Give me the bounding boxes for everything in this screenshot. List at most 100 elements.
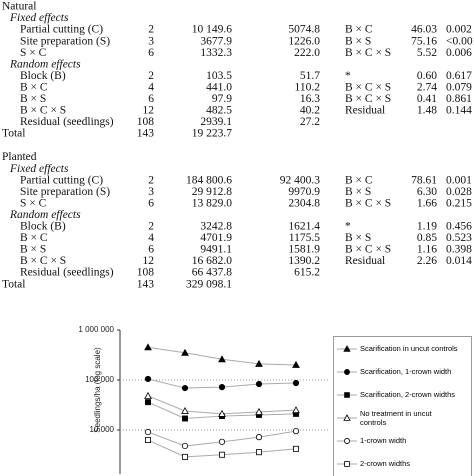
cell: 0.028 [446,186,472,198]
cell: 0.617 [446,70,472,82]
cell: B × C [20,81,48,93]
cell: 108 [137,267,155,279]
cell: 12 [143,255,155,267]
y-tick-label: 100 000 [85,375,114,384]
cell: 6 [148,197,154,209]
cell: B × C × S [345,93,391,105]
cell: 0.41 [417,93,437,105]
legend-label: Scarification in uncut controls [360,344,458,353]
cell: Partial cutting (C) [20,24,103,36]
marker [181,348,189,356]
legend: Scarification in uncut controls Scarifica… [333,336,472,476]
cell: Site preparation (S) [20,186,110,198]
cell: 4 [148,232,154,244]
cell: B × C × S [345,81,391,93]
marker [145,399,151,406]
marker [256,449,262,456]
cell: 1390.2 [288,255,320,267]
marker [218,438,226,445]
legend-label: Scarification, 1-crown width [360,367,452,376]
legend-label: 2-crown widths [360,459,411,468]
cell: 92 400.3 [280,174,321,186]
marker [218,355,226,363]
cell: 2 [148,174,154,186]
marker [344,460,350,467]
cell: 103.5 [206,70,232,82]
marker [344,391,350,398]
cell: 0.215 [446,197,472,209]
marker [144,375,152,383]
cell: 0.002 [446,24,472,36]
legend-label: Scarification, 2-crown widths [360,390,456,399]
cell: 0.60 [417,70,437,82]
group-title: Random effects [9,58,81,70]
marker [343,413,351,421]
cell: 482.5 [206,105,232,117]
cell: 4 [148,81,154,93]
legend-label: No treatment in uncut controls [360,408,432,427]
marker [144,391,152,399]
cell: Residual (seedlings) [20,116,114,128]
cell: 3 [148,186,154,198]
cell: 110.2 [295,81,321,93]
marker [255,380,263,388]
cell: 6.30 [417,186,437,198]
cell: 184 800.6 [186,174,232,186]
cell: Residual [345,255,385,267]
cell: 6 [148,244,154,256]
cell: 1332.3 [200,47,232,59]
marker [292,360,300,368]
cell: 16.3 [300,93,320,105]
cell: Block (B) [20,70,66,82]
marker [145,437,151,443]
cell: 13 829.0 [192,197,233,209]
cell: 66 437.8 [192,267,233,279]
cell: 46.03 [411,24,437,36]
cell: 16 682.0 [192,255,233,267]
legend-icon [337,460,357,467]
cell: Total [2,278,25,290]
cell: 329 098.1 [186,278,232,290]
cell: 108 [137,116,155,128]
section-title: Planted [2,151,37,163]
legend-label: 1-crown width [360,436,407,445]
marker [181,384,189,392]
cell: 615.2 [294,267,320,279]
cell: 143 [137,278,155,290]
cell: 1621.4 [288,221,320,233]
cell: 143 [137,128,155,140]
legend-entry: Scarification in uncut controls [334,337,471,360]
cell: B × S [345,35,371,47]
marker [218,384,226,391]
cell: 1.19 [417,221,437,233]
legend-icon [337,437,357,444]
cell: 1.66 [417,197,437,209]
cell: <0.001 [446,35,474,47]
cell: 0.523 [446,232,472,244]
cell: 9491.1 [200,244,232,256]
cell: Block (B) [20,221,66,233]
cell: B × S [20,244,46,256]
cell: 78.61 [411,174,437,186]
cell: 4701.9 [200,232,232,244]
cell: 222.0 [294,47,320,59]
cell: Residual [345,105,385,117]
legend-entry: Scarification, 2-crown widths [334,383,471,406]
cell: 1581.9 [288,244,320,256]
cell: * [345,70,351,82]
cell: 0.144 [446,105,472,117]
cell: Total [2,128,25,140]
cell: B × S [345,186,371,198]
marker [181,406,189,414]
cell: 3242.8 [200,221,232,233]
cell: 0.001 [446,174,472,186]
legend-entry: Scarification, 1-crown width [334,360,471,383]
marker [218,409,226,417]
legend-entry: 2-crown widths [334,452,471,475]
cell: 0.079 [446,81,472,93]
cell: 27.2 [300,116,320,128]
cell: B × C × S [345,47,391,59]
y-tick-label: 10 000 [90,425,115,434]
cell: 2 [148,70,154,82]
cell: 12 [143,105,155,117]
